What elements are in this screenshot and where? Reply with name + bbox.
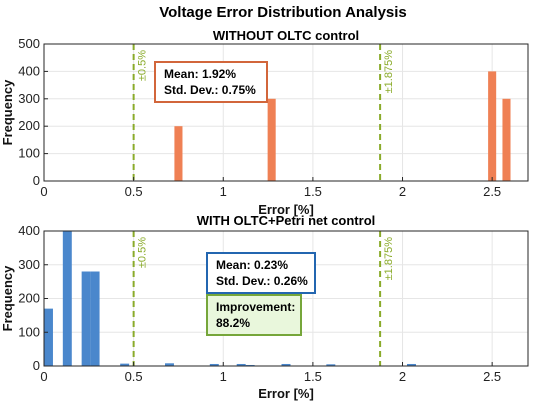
bottom-ytick-label-3: 300: [18, 257, 40, 272]
top-ytick-label-3: 300: [18, 91, 40, 106]
top-ytick-label-2: 200: [18, 118, 40, 133]
top-plot-area: [44, 44, 528, 181]
top-bar-0: [174, 126, 183, 181]
bottom-bar-2: [81, 271, 91, 366]
top-bar-1: [267, 98, 276, 181]
bottom-xtick-label-1: 0.5: [125, 369, 143, 384]
top-panel-title: WITHOUT OLTC control: [213, 28, 359, 43]
bottom-bar-1: [62, 231, 72, 366]
bottom-bar-8: [245, 364, 255, 366]
top-bar-3: [502, 98, 511, 181]
bottom-xtick-label-2: 1: [220, 369, 227, 384]
bottom-ytick-label-4: 400: [18, 223, 40, 238]
top-std-text: Std. Dev.: 0.75%: [164, 83, 256, 97]
bottom-xtick-label-5: 2.5: [483, 369, 501, 384]
top-ytick-label-0: 0: [33, 173, 40, 188]
top-xaxis-label: Error [%]: [258, 202, 314, 217]
top-panel: WITHOUT OLTC control ±0.5% ±1.875% 0 0.5 1 1.5…: [0, 28, 529, 217]
bottom-bar-5: [165, 363, 174, 366]
bottom-bar-7: [236, 363, 246, 366]
bottom-ytick-label-1: 100: [18, 324, 40, 339]
bottom-mean-text: Mean: 0.23%: [216, 258, 289, 272]
bottom-threshold-label-0: ±0.5%: [137, 237, 149, 268]
bottom-threshold-label-1: ±1.875%: [383, 237, 395, 281]
bottom-ytick-label-0: 0: [33, 358, 40, 373]
bottom-xtick-label-3: 1.5: [304, 369, 322, 384]
bottom-yaxis-label: Frequency: [0, 265, 15, 332]
bottom-bar-11: [407, 363, 416, 366]
bottom-bar-6: [209, 363, 219, 366]
top-threshold-label-1: ±1.875%: [383, 50, 395, 94]
bottom-bar-0: [44, 308, 53, 366]
top-bar-2: [488, 71, 497, 181]
top-ytick-label-4: 400: [18, 63, 40, 78]
bottom-ytick-label-2: 200: [18, 291, 40, 306]
bottom-bar-3: [90, 271, 100, 366]
top-xtick-label-3: 1.5: [304, 184, 322, 199]
top-xtick-label-0: 0: [40, 184, 47, 199]
improvement-label: Improvement:: [216, 300, 296, 314]
figure-title: Voltage Error Distribution Analysis: [159, 4, 407, 21]
bottom-xaxis-label: Error [%]: [258, 386, 314, 401]
bottom-xtick-label-4: 2: [399, 369, 406, 384]
bottom-bar-10: [326, 364, 336, 366]
bottom-bar-4: [120, 363, 130, 366]
bottom-panel-title: WITH OLTC+Petri net control: [197, 213, 376, 228]
top-threshold-label-0: ±0.5%: [137, 50, 149, 81]
top-xtick-label-5: 2.5: [483, 184, 501, 199]
bottom-stats-box: Mean: 0.23% Std. Dev.: 0.26%: [206, 252, 316, 294]
top-yaxis-label: Frequency: [0, 79, 15, 146]
top-axes-frame: [43, 43, 529, 182]
bottom-xtick-label-0: 0: [40, 369, 47, 384]
improvement-box: Improvement: 88.2%: [206, 294, 302, 336]
top-xtick-label-4: 2: [399, 184, 406, 199]
top-xtick-label-1: 0.5: [125, 184, 143, 199]
bottom-bar-9: [281, 363, 291, 366]
top-ytick-label-5: 500: [18, 36, 40, 51]
top-mean-text: Mean: 1.92%: [164, 67, 237, 81]
bottom-std-text: Std. Dev.: 0.26%: [216, 274, 308, 288]
top-stats-box: Mean: 1.92% Std. Dev.: 0.75%: [154, 61, 268, 103]
improvement-value: 88.2%: [216, 316, 251, 330]
top-ytick-label-1: 100: [18, 146, 40, 161]
top-xtick-label-2: 1: [220, 184, 227, 199]
